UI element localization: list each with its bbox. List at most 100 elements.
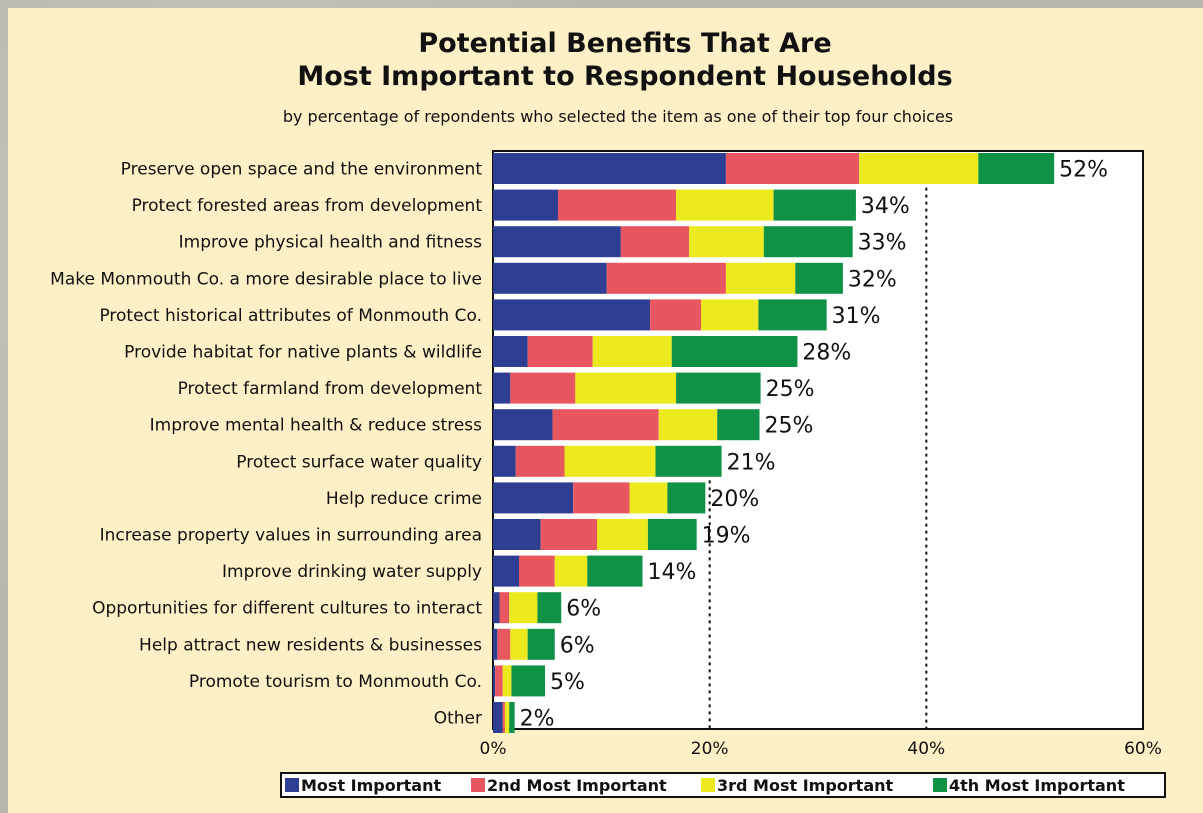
bar-segment bbox=[509, 702, 515, 733]
bar-segment bbox=[493, 299, 651, 331]
bar-segment bbox=[978, 153, 1055, 184]
bar-segment bbox=[493, 262, 607, 294]
legend-label: Most Important bbox=[301, 776, 441, 795]
category-label: Protect forested areas from development bbox=[132, 196, 483, 216]
bar-segment bbox=[509, 592, 538, 624]
bar-segment bbox=[527, 336, 593, 367]
bar-segment bbox=[493, 665, 496, 697]
total-label: 14% bbox=[648, 560, 697, 585]
bar-segment bbox=[493, 409, 553, 441]
bar-segment bbox=[540, 519, 597, 550]
category-label: Help reduce crime bbox=[326, 489, 482, 509]
bar-segment bbox=[515, 445, 565, 477]
legend-swatch bbox=[285, 778, 299, 792]
bar-segment bbox=[689, 226, 764, 258]
total-labels: 52% 34% 33% 32% 31% 28% 25% 25% 21% 20% 19%14% 6% 6%… bbox=[520, 158, 1108, 732]
bar-segment bbox=[493, 336, 528, 367]
total-label: 6% bbox=[560, 633, 595, 658]
bar-segment bbox=[493, 555, 519, 587]
x-tick-label: 40% bbox=[907, 739, 945, 759]
bar-segment bbox=[629, 482, 668, 514]
category-label: Improve mental health & reduce stress bbox=[150, 416, 482, 436]
bar-segment bbox=[564, 445, 656, 477]
category-label: Help attract new residents & businesses bbox=[139, 635, 482, 655]
category-label: Other bbox=[434, 709, 482, 729]
legend-items: Most Important 2nd Most Important 3rd Most… bbox=[285, 776, 1125, 795]
total-label: 52% bbox=[1059, 158, 1108, 183]
total-label: 25% bbox=[765, 414, 814, 439]
total-label: 20% bbox=[710, 487, 759, 512]
bar-segment bbox=[606, 262, 726, 294]
total-label: 5% bbox=[550, 670, 585, 695]
bar-segment bbox=[763, 226, 853, 258]
bar-segment bbox=[493, 702, 503, 733]
bar-segment bbox=[658, 409, 718, 441]
legend-box bbox=[280, 772, 1166, 798]
x-axis-tick-labels: 0% 20% 40% 60% bbox=[480, 739, 1162, 759]
bar-segment bbox=[510, 628, 528, 660]
bar-segment bbox=[650, 299, 701, 331]
bar-segment bbox=[592, 336, 672, 367]
chart-panel: Potential Benefits That Are Most Importa… bbox=[8, 8, 1203, 813]
category-label: Protect farmland from development bbox=[178, 379, 483, 399]
bar-segment bbox=[497, 628, 511, 660]
bar-segment bbox=[493, 628, 498, 660]
bar-segment bbox=[493, 153, 726, 184]
bar-segment bbox=[493, 445, 516, 477]
stacked-bar-chart: Potential Benefits That Are Most Importa… bbox=[50, 28, 1166, 798]
bar-segment bbox=[573, 482, 630, 514]
x-tick-label: 20% bbox=[691, 739, 729, 759]
legend-swatch bbox=[933, 778, 947, 792]
bar-segment bbox=[558, 189, 677, 221]
bar-segment bbox=[667, 482, 706, 514]
bar-segment bbox=[493, 592, 500, 624]
bar-segment bbox=[493, 189, 558, 221]
bar-segment bbox=[552, 409, 659, 441]
total-label: 2% bbox=[520, 707, 555, 732]
bar-segment bbox=[493, 226, 621, 258]
bar-segment bbox=[655, 445, 722, 477]
legend-label: 2nd Most Important bbox=[487, 776, 667, 795]
legend-label: 4th Most Important bbox=[949, 776, 1125, 795]
total-label: 31% bbox=[832, 304, 881, 329]
bar-segment bbox=[519, 555, 555, 587]
bar-segment bbox=[502, 665, 512, 697]
x-tick-label: 60% bbox=[1124, 739, 1162, 759]
total-label: 6% bbox=[566, 597, 601, 622]
total-label: 34% bbox=[861, 194, 910, 219]
bar-segment bbox=[504, 702, 510, 733]
bar-segment bbox=[725, 262, 796, 294]
total-label: 25% bbox=[766, 377, 815, 402]
bar-segment bbox=[493, 372, 511, 404]
category-label: Protect historical attributes of Monmout… bbox=[99, 306, 482, 326]
bar-segment bbox=[554, 555, 588, 587]
total-label: 28% bbox=[802, 341, 851, 366]
bar-segment bbox=[620, 226, 690, 258]
category-label: Preserve open space and the environment bbox=[121, 160, 483, 180]
legend-swatch bbox=[471, 778, 485, 792]
bar-segment bbox=[773, 189, 856, 221]
bar-segment bbox=[493, 519, 541, 550]
bar-segment bbox=[499, 592, 510, 624]
category-label: Provide habitat for native plants & wild… bbox=[124, 343, 482, 363]
legend-label: 3rd Most Important bbox=[717, 776, 894, 795]
bar-segment bbox=[527, 628, 555, 660]
bar-segment bbox=[537, 592, 562, 624]
bar-segment bbox=[495, 665, 503, 697]
category-labels: Preserve open space and the environment P… bbox=[50, 160, 482, 729]
legend-swatch bbox=[701, 778, 715, 792]
chart-title-line-2: Most Important to Respondent Households bbox=[297, 61, 952, 92]
bar-segment bbox=[493, 482, 574, 514]
bar-segment bbox=[575, 372, 677, 404]
x-tick-label: 0% bbox=[480, 739, 507, 759]
bar-segment bbox=[676, 372, 761, 404]
bar-segment bbox=[725, 153, 860, 184]
bars-layer bbox=[493, 153, 1055, 733]
chart-subtitle: by percentage of repondents who selected… bbox=[283, 107, 953, 126]
category-label: Improve physical health and fitness bbox=[179, 233, 482, 253]
bar-segment bbox=[502, 702, 505, 733]
bar-segment bbox=[597, 519, 648, 550]
bar-segment bbox=[647, 519, 697, 550]
total-label: 21% bbox=[727, 450, 776, 475]
